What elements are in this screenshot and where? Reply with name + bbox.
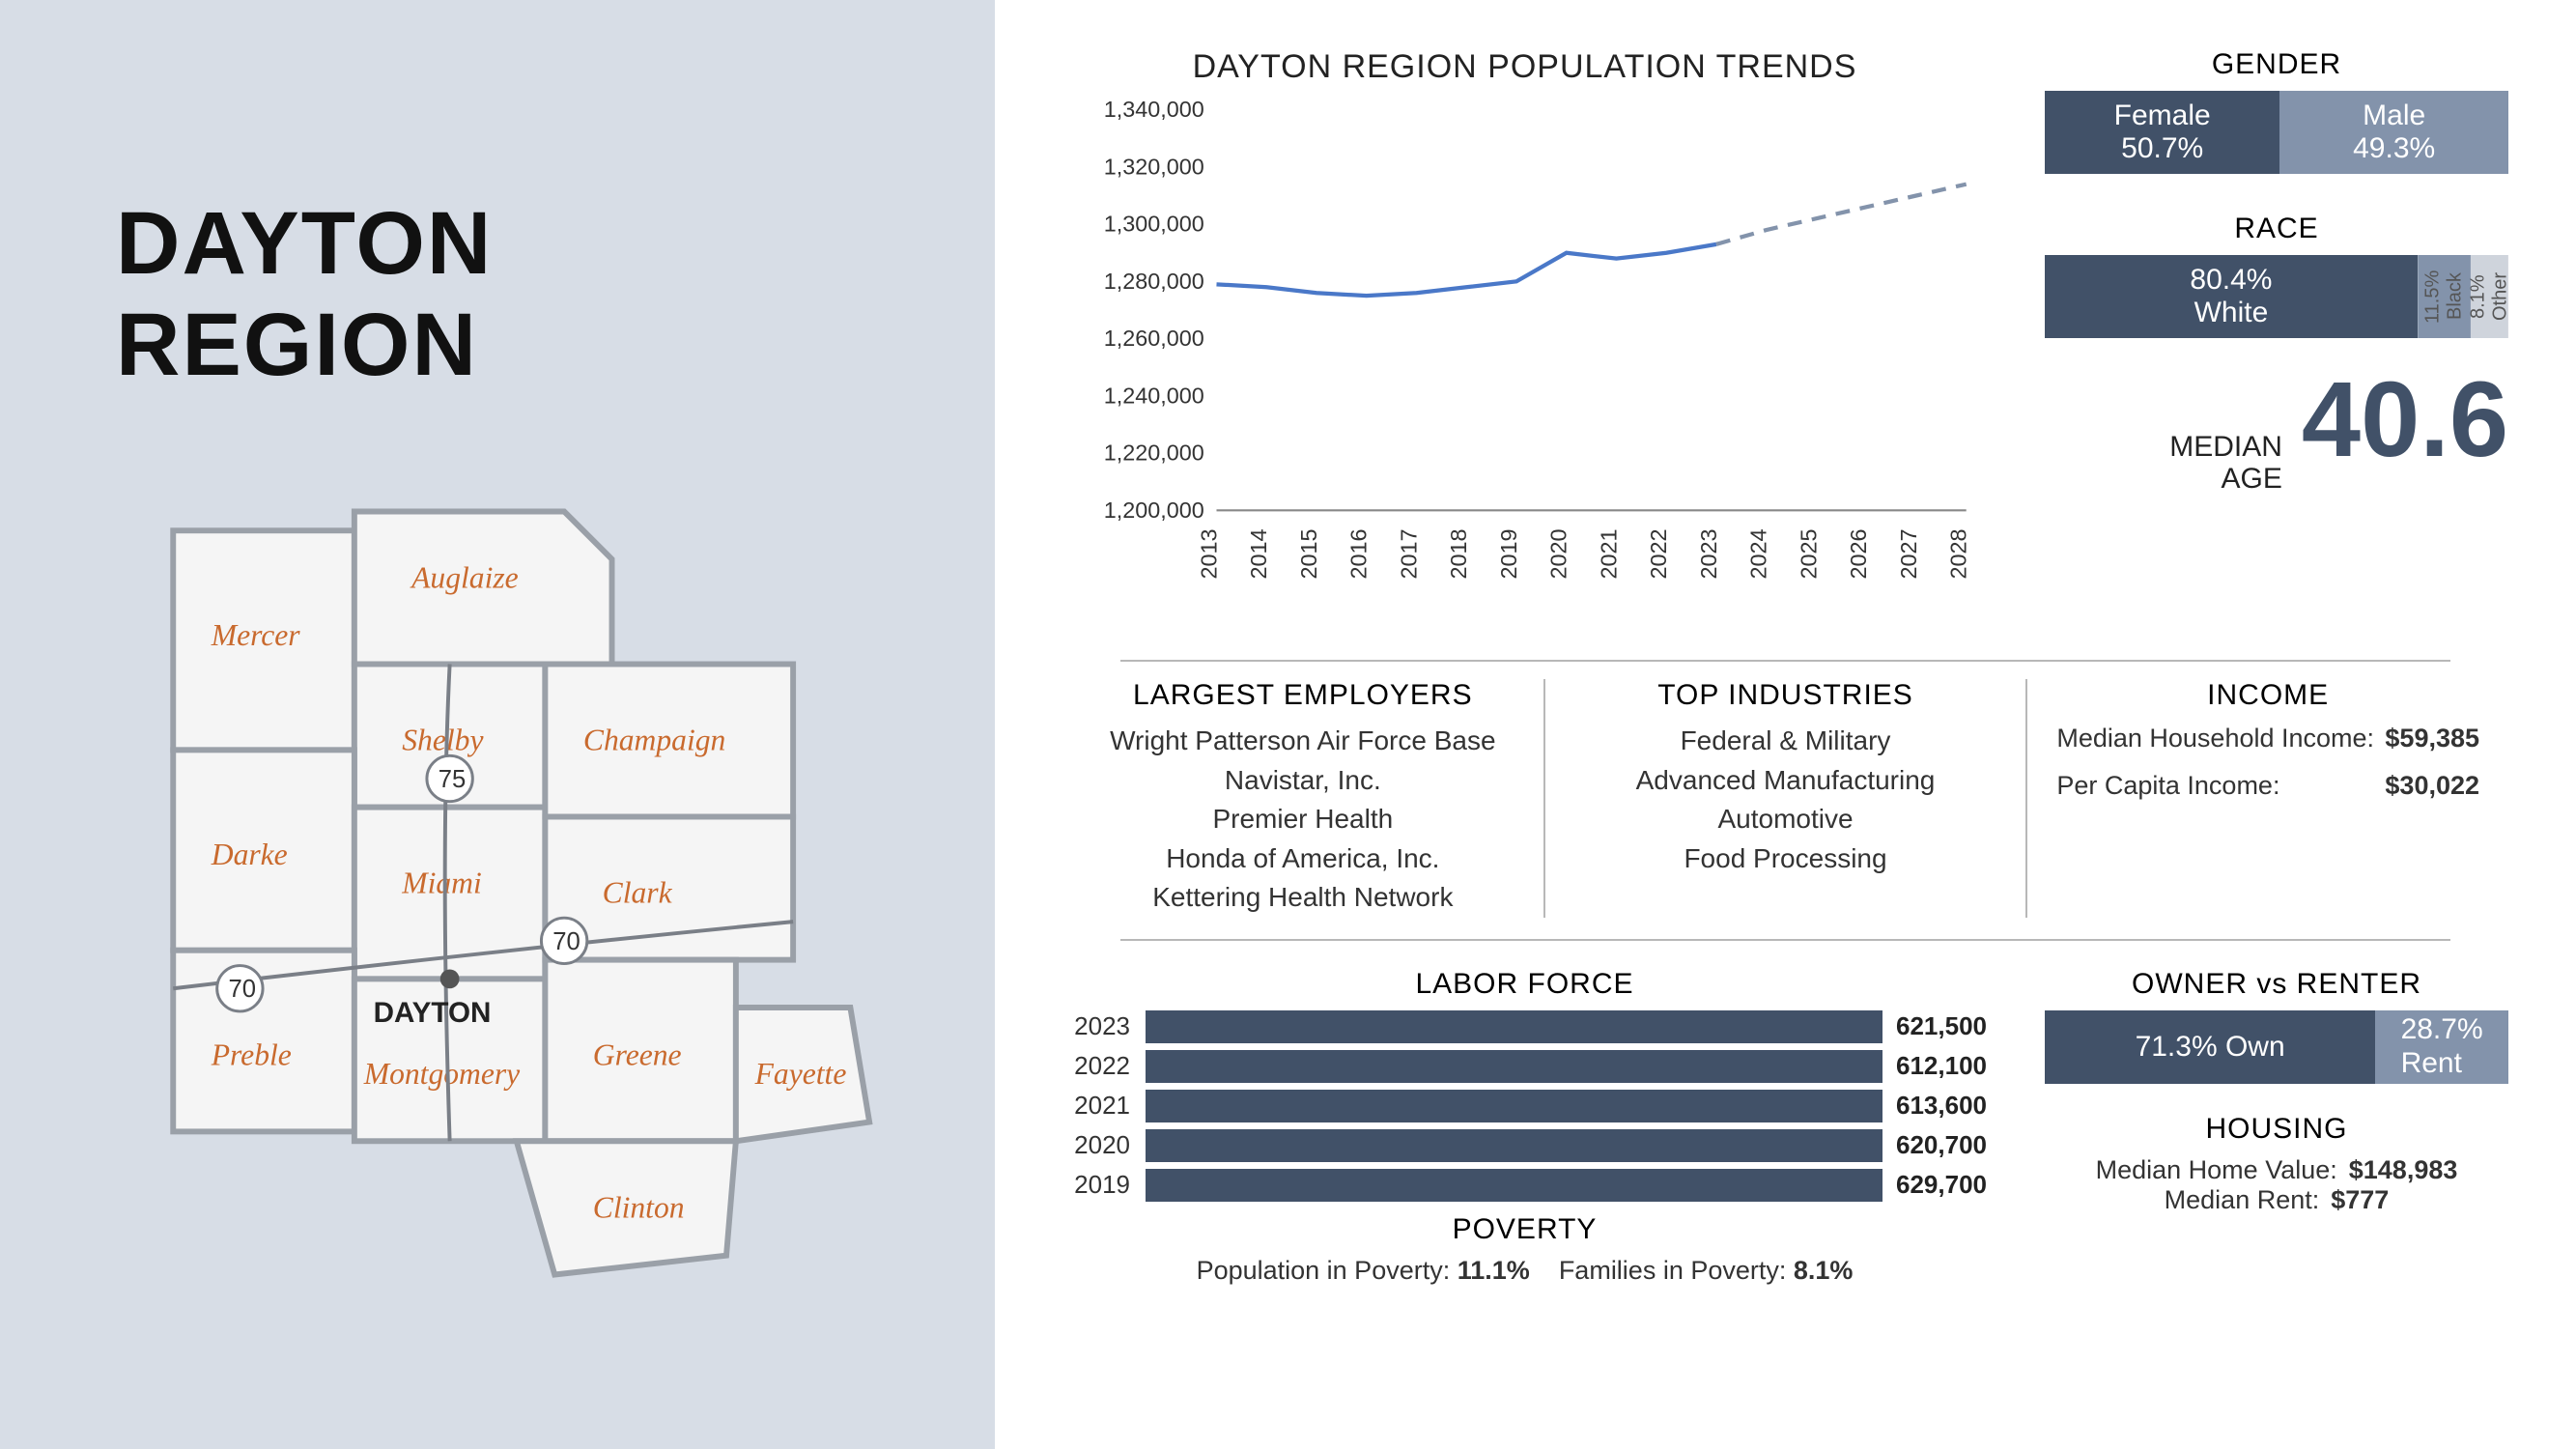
labor-row: 2020 620,700 [1062, 1129, 1987, 1162]
svg-text:2025: 2025 [1796, 528, 1821, 579]
svg-text:Clinton: Clinton [593, 1190, 685, 1224]
city-label: DAYTON [374, 997, 492, 1029]
svg-text:Fayette: Fayette [754, 1057, 847, 1091]
divider [1120, 939, 2450, 941]
svg-text:Shelby: Shelby [402, 723, 484, 756]
labor-row: 2019 629,700 [1062, 1169, 1987, 1202]
employers-block: LARGEST EMPLOYERS Wright Patterson Air F… [1062, 679, 1543, 918]
svg-text:2027: 2027 [1896, 528, 1921, 579]
owner-renter-bar: 71.3% Own28.7% Rent [2045, 1010, 2508, 1084]
poverty-values: Population in Poverty: 11.1%Families in … [1062, 1256, 1987, 1286]
svg-text:2013: 2013 [1196, 528, 1221, 579]
svg-text:Miami: Miami [401, 867, 482, 900]
employers-title: LARGEST EMPLOYERS [1091, 679, 1514, 712]
income-block: INCOME Median Household Income:$59,385Pe… [2025, 679, 2508, 918]
median-age-value: 40.6 [2302, 367, 2508, 473]
svg-text:Darke: Darke [211, 838, 288, 871]
svg-text:75: 75 [439, 766, 467, 793]
labor-row: 2021 613,600 [1062, 1090, 1987, 1122]
line-chart-svg: 1,200,000 1,220,000 1,240,000 1,260,000 1,28… [1062, 99, 1987, 634]
population-trends-chart: DAYTON REGION POPULATION TRENDS 1,200,00… [1062, 48, 1987, 639]
svg-text:Greene: Greene [593, 1037, 682, 1071]
income-title: INCOME [2056, 679, 2479, 712]
race-bar: 80.4%White11.5%Black8.1%Other [2045, 255, 2508, 338]
svg-text:70: 70 [552, 928, 580, 955]
labor-force-bars: 2023 621,500 2022 612,100 2021 613,600 2… [1062, 1010, 1987, 1202]
labor-row: 2022 612,100 [1062, 1050, 1987, 1083]
svg-text:2018: 2018 [1446, 528, 1471, 579]
poverty-block: POVERTY Population in Poverty: 11.1%Fami… [1062, 1213, 1987, 1286]
industries-list: Federal & MilitaryAdvanced Manufacturing… [1574, 722, 1997, 878]
income-rows: Median Household Income:$59,385Per Capit… [2056, 722, 2479, 803]
svg-text:2017: 2017 [1396, 528, 1421, 579]
employers-list: Wright Patterson Air Force BaseNavistar,… [1091, 722, 1514, 918]
svg-text:2015: 2015 [1296, 528, 1321, 579]
svg-text:Preble: Preble [211, 1037, 292, 1071]
race-title: RACE [2045, 213, 2508, 245]
svg-text:Mercer: Mercer [211, 618, 301, 652]
labor-row: 2023 621,500 [1062, 1010, 1987, 1043]
region-map: Mercer Auglaize Shelby Darke Miami Champ… [116, 473, 879, 1391]
gender-title: GENDER [2045, 48, 2508, 81]
svg-text:2022: 2022 [1646, 528, 1671, 579]
map-svg: Mercer Auglaize Shelby Darke Miami Champ… [116, 473, 879, 1332]
svg-text:2024: 2024 [1746, 528, 1771, 579]
svg-text:2020: 2020 [1546, 528, 1571, 579]
svg-text:2021: 2021 [1596, 528, 1621, 579]
gender-bar: Female50.7%Male49.3% [2045, 91, 2508, 174]
poverty-title: POVERTY [1062, 1213, 1987, 1246]
svg-text:2019: 2019 [1496, 528, 1521, 579]
svg-text:2023: 2023 [1696, 528, 1721, 579]
svg-text:Clark: Clark [603, 875, 673, 909]
labor-title: LABOR FORCE [1062, 968, 1987, 1001]
svg-text:2026: 2026 [1846, 528, 1871, 579]
svg-text:1,260,000: 1,260,000 [1104, 326, 1204, 351]
page-title: DAYTON REGION [116, 193, 879, 396]
svg-text:1,240,000: 1,240,000 [1104, 383, 1204, 408]
svg-text:2028: 2028 [1946, 528, 1971, 579]
svg-text:1,320,000: 1,320,000 [1104, 154, 1204, 179]
housing-column: OWNER vs RENTER 71.3% Own28.7% Rent HOUS… [2045, 968, 2508, 1286]
svg-text:1,200,000: 1,200,000 [1104, 497, 1204, 523]
median-age-label: MEDIANAGE [2169, 431, 2282, 495]
middle-row: LARGEST EMPLOYERS Wright Patterson Air F… [1062, 679, 2508, 918]
svg-text:2016: 2016 [1346, 528, 1372, 579]
labor-force-block: LABOR FORCE 2023 621,500 2022 612,100 20… [1062, 968, 1987, 1286]
svg-text:1,300,000: 1,300,000 [1104, 212, 1204, 237]
divider [1120, 660, 2450, 662]
svg-text:Champaign: Champaign [583, 723, 725, 756]
left-panel: DAYTON REGION Mercer Auglaize [0, 0, 995, 1449]
housing-title: HOUSING [2045, 1113, 2508, 1146]
svg-text:Auglaize: Auglaize [410, 561, 519, 595]
svg-text:2014: 2014 [1246, 528, 1271, 579]
svg-text:1,280,000: 1,280,000 [1104, 269, 1204, 294]
median-age: MEDIANAGE 40.6 [2045, 367, 2508, 495]
housing-rows: Median Home Value:$148,983Median Rent:$7… [2045, 1155, 2508, 1215]
owner-renter-title: OWNER vs RENTER [2045, 968, 2508, 1001]
industries-block: TOP INDUSTRIES Federal & MilitaryAdvance… [1543, 679, 2026, 918]
svg-text:Montgomery: Montgomery [363, 1057, 521, 1091]
demographics-column: GENDER Female50.7%Male49.3% RACE 80.4%Wh… [2045, 48, 2508, 639]
chart-title: DAYTON REGION POPULATION TRENDS [1062, 48, 1987, 86]
industries-title: TOP INDUSTRIES [1574, 679, 1997, 712]
right-panel: DAYTON REGION POPULATION TRENDS 1,200,00… [995, 0, 2576, 1449]
svg-text:1,220,000: 1,220,000 [1104, 440, 1204, 466]
svg-text:70: 70 [229, 976, 257, 1003]
svg-text:1,340,000: 1,340,000 [1104, 99, 1204, 122]
